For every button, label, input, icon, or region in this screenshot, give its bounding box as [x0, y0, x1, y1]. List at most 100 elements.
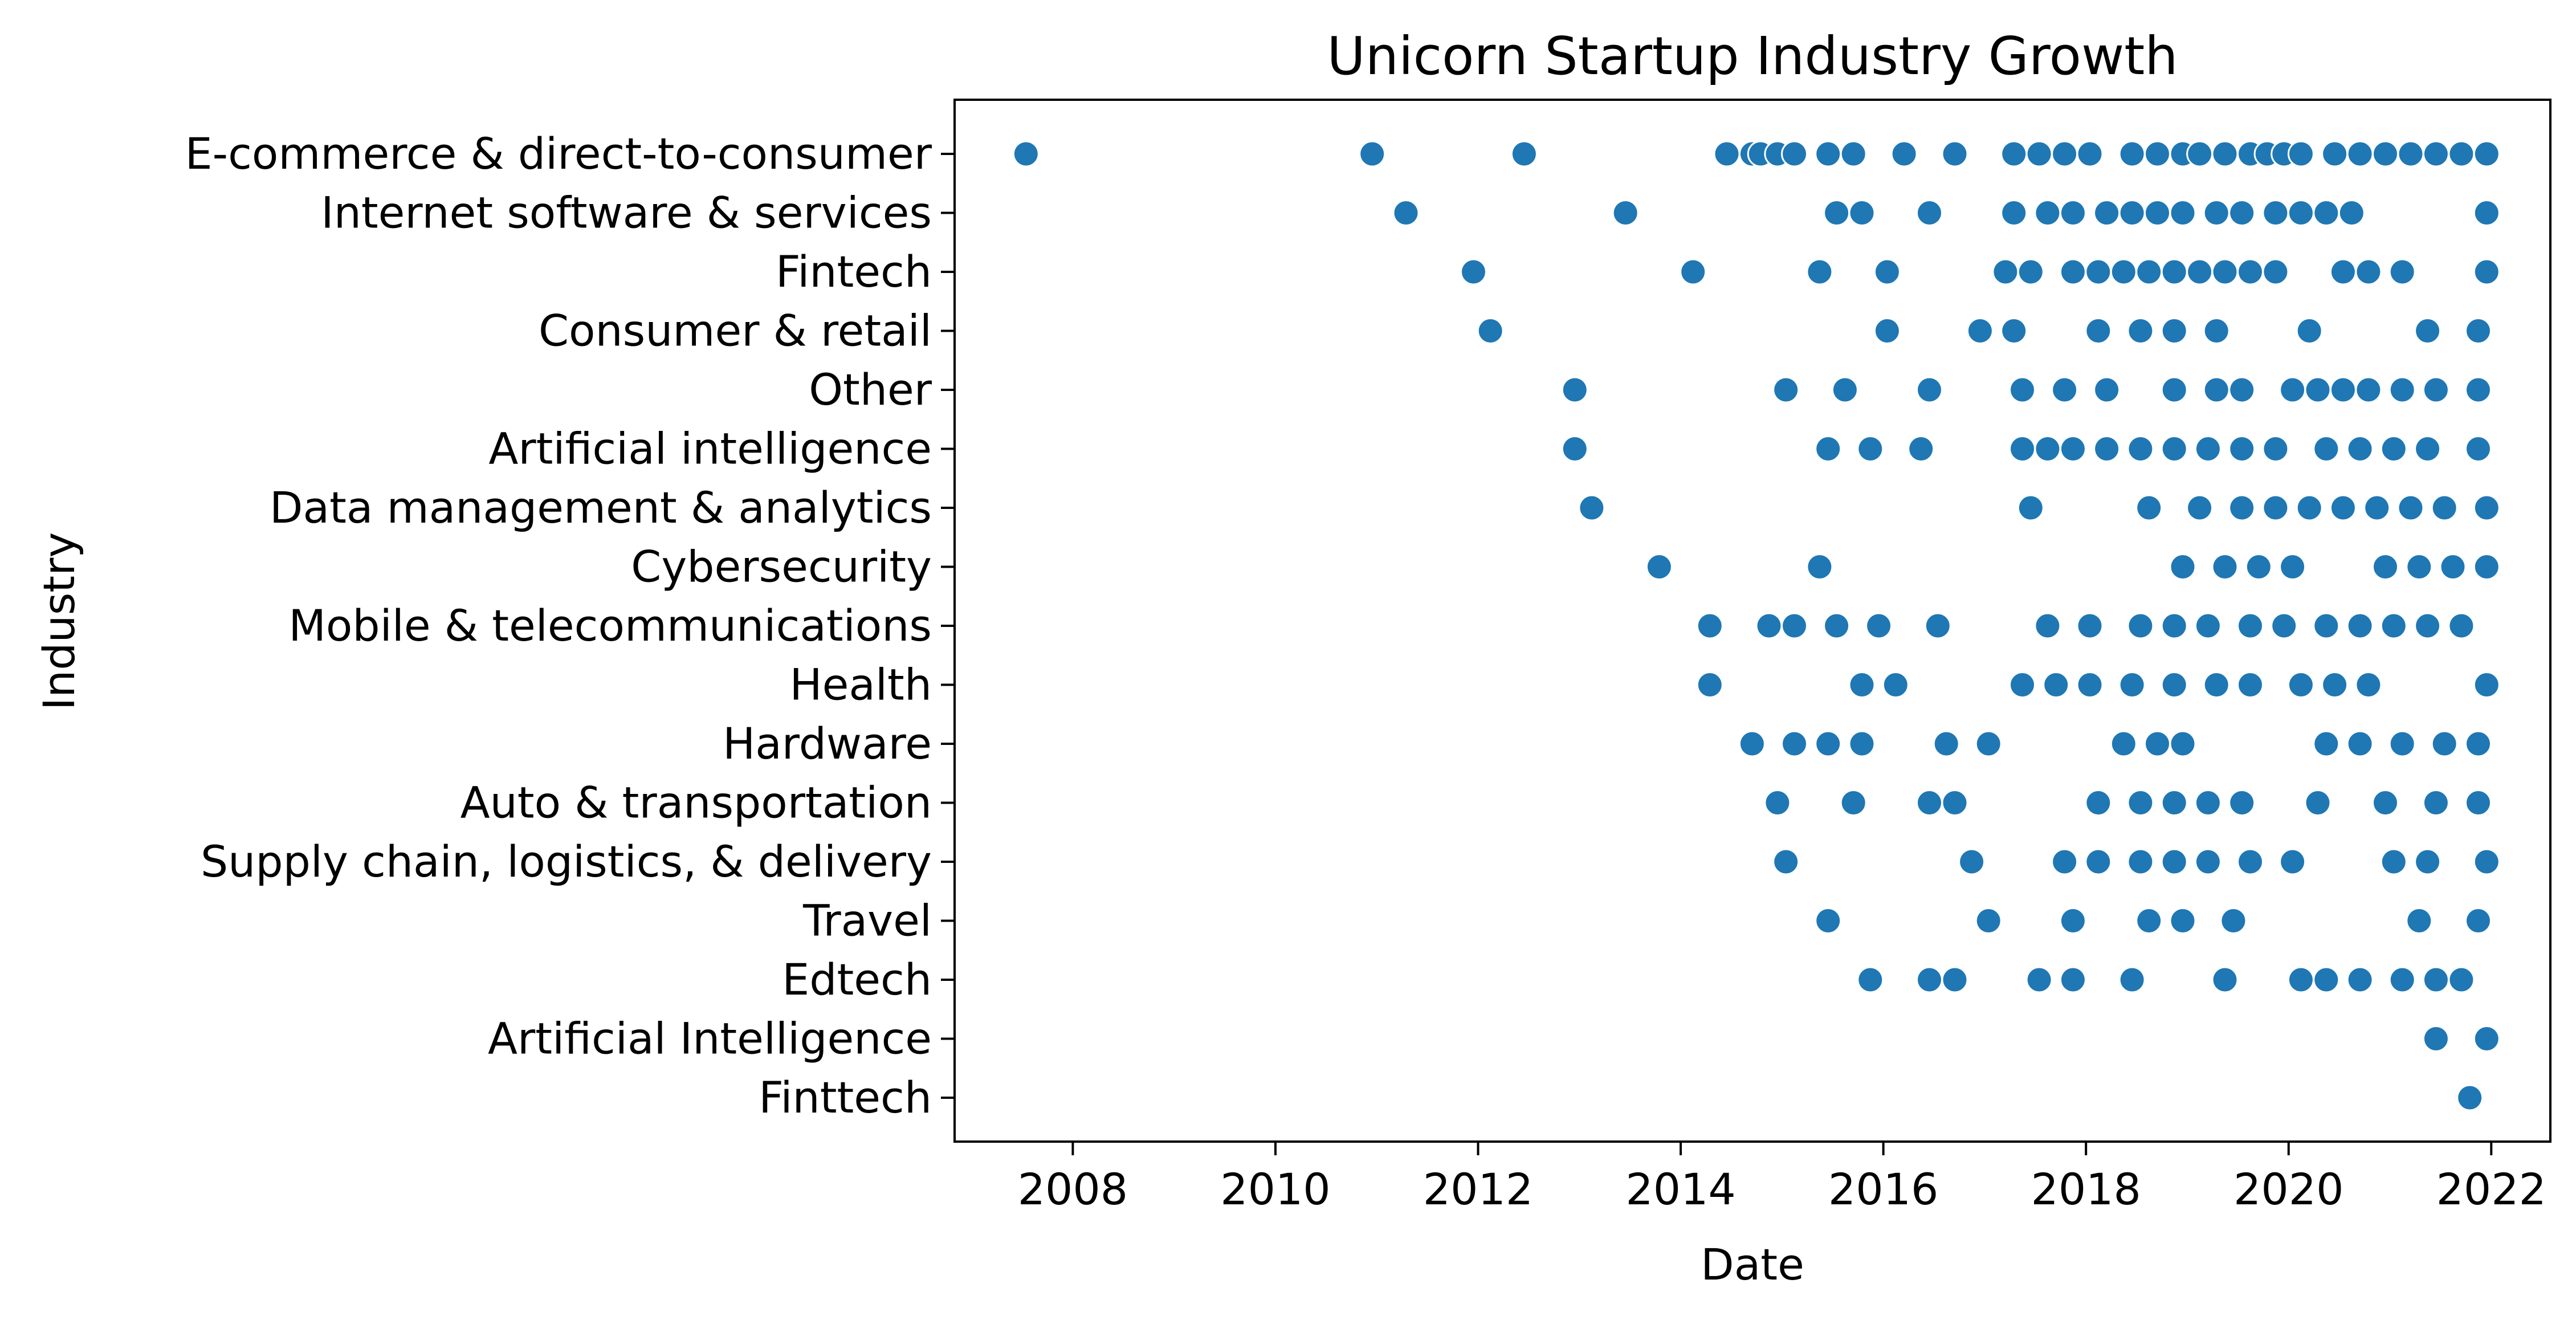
- scatter-point: [2262, 258, 2289, 286]
- scatter-point: [1781, 140, 1808, 168]
- scatter-point: [2406, 553, 2433, 580]
- scatter-point: [2346, 966, 2374, 993]
- scatter-point: [2203, 199, 2230, 226]
- scatter-point: [2473, 199, 2500, 226]
- scatter-point: [2237, 671, 2264, 698]
- scatter-point: [1924, 612, 1951, 639]
- scatter-point: [1873, 258, 1901, 286]
- scatter-point: [2422, 789, 2449, 816]
- scatter-point: [1713, 140, 1741, 168]
- scatter-point: [1941, 140, 1968, 168]
- scatter-point: [2296, 494, 2323, 522]
- scatter-point: [2465, 435, 2492, 462]
- scatter-point: [2051, 848, 2078, 875]
- scatter-point: [2220, 907, 2247, 934]
- y-tick-label: Other: [809, 364, 932, 415]
- scatter-point: [2313, 435, 2340, 462]
- scatter-point: [2211, 553, 2239, 580]
- scatter-point: [2355, 376, 2382, 404]
- scatter-point: [2118, 966, 2146, 993]
- scatter-point: [2161, 848, 2188, 875]
- x-tick-label: 2008: [1018, 1164, 1128, 1215]
- scatter-point: [1815, 907, 1842, 934]
- scatter-point: [2304, 376, 2332, 404]
- scatter-point: [2203, 671, 2230, 698]
- scatter-point: [2397, 494, 2424, 522]
- scatter-point: [2473, 553, 2500, 580]
- scatter-point: [2372, 553, 2399, 580]
- scatter-point: [1865, 612, 1893, 639]
- x-axis-label: Date: [1701, 1239, 1804, 1290]
- scatter-point: [1359, 140, 1386, 168]
- scatter-point: [2346, 612, 2374, 639]
- y-axis-label: Industry: [34, 532, 84, 711]
- scatter-point: [2043, 671, 2070, 698]
- scatter-point: [2473, 1025, 2500, 1052]
- x-tick-label: 2020: [2233, 1164, 2343, 1215]
- scatter-point: [2169, 553, 2196, 580]
- x-tick-label: 2014: [1625, 1164, 1735, 1215]
- scatter-point: [2313, 730, 2340, 757]
- scatter-point: [2161, 376, 2188, 404]
- scatter-point: [2473, 140, 2500, 168]
- scatter-point: [2313, 199, 2340, 226]
- scatter-point: [1958, 848, 1986, 875]
- scatter-point: [2034, 199, 2061, 226]
- y-tick-label: Data management & analytics: [270, 482, 932, 533]
- scatter-point: [1460, 258, 1487, 286]
- scatter-point: [2473, 494, 2500, 522]
- scatter-point: [2439, 553, 2467, 580]
- scatter-point: [2245, 553, 2272, 580]
- scatter-point: [2118, 140, 2146, 168]
- scatter-point: [2076, 671, 2104, 698]
- scatter-point: [1680, 258, 1707, 286]
- scatter-point: [2431, 730, 2458, 757]
- x-tick-label: 2016: [1828, 1164, 1938, 1215]
- x-axis-ticks: 2008 2010 2012 2014 2016 2018 2020 2022: [1018, 1142, 2546, 1215]
- scatter-point: [2093, 435, 2121, 462]
- scatter-point: [2161, 435, 2188, 462]
- y-tick-label: Fintech: [776, 246, 932, 297]
- scatter-point: [2414, 848, 2442, 875]
- scatter-point: [1738, 730, 1766, 757]
- scatter-point: [1857, 966, 1884, 993]
- scatter-point: [2211, 258, 2239, 286]
- scatter-point: [1848, 671, 1876, 698]
- scatter-point: [2000, 199, 2028, 226]
- scatter-point: [2228, 789, 2256, 816]
- scatter-point: [2051, 140, 2078, 168]
- scatter-point: [2009, 671, 2036, 698]
- scatter-point: [2059, 907, 2086, 934]
- scatter-point: [1916, 376, 1943, 404]
- scatter-point: [2380, 848, 2407, 875]
- scatter-point: [1975, 730, 2002, 757]
- scatter-point: [1916, 789, 1943, 816]
- scatter-point: [2194, 435, 2222, 462]
- scatter-point: [2422, 966, 2449, 993]
- scatter-point: [2388, 376, 2416, 404]
- scatter-point: [2287, 966, 2314, 993]
- scatter-point: [2144, 140, 2171, 168]
- scatter-point: [2085, 848, 2112, 875]
- scatter-point: [2161, 612, 2188, 639]
- scatter-point: [1941, 789, 1968, 816]
- scatter-point: [2211, 966, 2239, 993]
- scatter-point: [2346, 140, 2374, 168]
- scatter-point: [2321, 671, 2349, 698]
- scatter-point: [2372, 140, 2399, 168]
- scatter-point: [2144, 730, 2171, 757]
- x-tick-label: 2018: [2031, 1164, 2141, 1215]
- scatter-point: [2465, 907, 2492, 934]
- scatter-point: [2110, 730, 2137, 757]
- scatter-point: [2237, 258, 2264, 286]
- scatter-point: [2000, 140, 2028, 168]
- scatter-point: [2186, 494, 2214, 522]
- scatter-point: [2161, 671, 2188, 698]
- scatter-point: [1890, 140, 1918, 168]
- scatter-point: [2422, 140, 2449, 168]
- scatter-point: [2169, 199, 2196, 226]
- scatter-point: [2422, 376, 2449, 404]
- y-tick-label: Artificial Intelligence: [488, 1013, 932, 1064]
- scatter-point: [2279, 376, 2306, 404]
- scatter-point: [2422, 1025, 2449, 1052]
